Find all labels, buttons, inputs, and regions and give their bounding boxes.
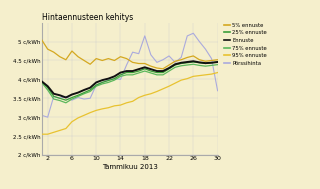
Text: Hintaennusteen kehitys: Hintaennusteen kehitys (42, 13, 133, 22)
Legend: 5% ennuste, 25% ennuste, Ennuste, 75% ennuste, 95% ennuste, Pörssihinta: 5% ennuste, 25% ennuste, Ennuste, 75% en… (224, 23, 267, 66)
X-axis label: Tammikuu 2013: Tammikuu 2013 (102, 164, 157, 170)
